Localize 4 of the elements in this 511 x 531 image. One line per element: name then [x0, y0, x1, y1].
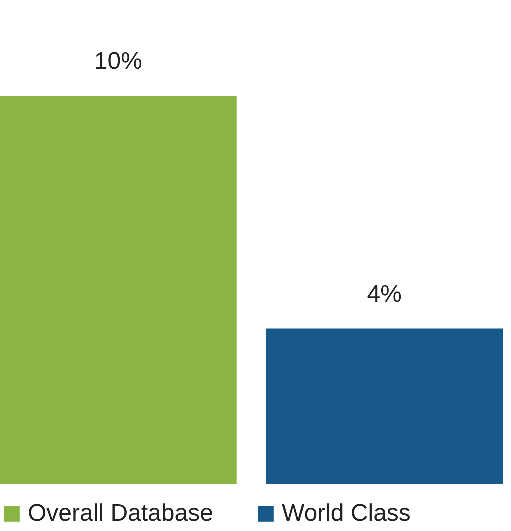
legend-label: Overall Database — [28, 500, 214, 527]
data-label: 4% — [367, 280, 402, 308]
data-label: 10% — [94, 48, 142, 75]
legend-label: World Class — [282, 500, 411, 527]
